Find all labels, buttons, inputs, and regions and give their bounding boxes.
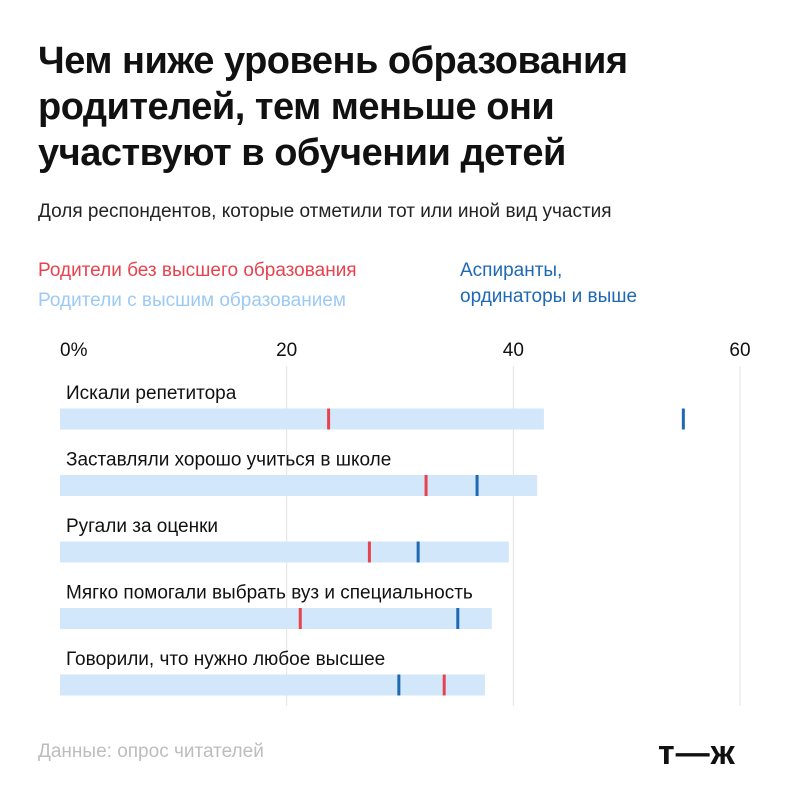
legend-no-higher: Родители без высшего образования [38, 260, 357, 281]
marker-postgrad [475, 475, 479, 496]
marker-no-higher [367, 541, 371, 563]
marker-postgrad [681, 408, 685, 430]
x-tick-label-60: 60 [729, 340, 750, 361]
chart-subtitle: Доля респондентов, которые отметили тот … [38, 201, 612, 222]
brand-logo: т—ж [658, 734, 736, 772]
source-note: Данные: опрос читателей [38, 741, 264, 762]
category-label: Искали репетитора [66, 383, 237, 404]
legend-postgrad-line-2: ординаторы и выше [460, 286, 638, 307]
legend-higher: Родители с высшим образованием [38, 290, 346, 311]
x-tick-label-40: 40 [503, 340, 524, 361]
legend-postgrad: Аспиранты, ординаторы и выше [460, 258, 637, 310]
x-tick-label-0: 0% [60, 340, 88, 361]
marker-no-higher [424, 475, 428, 496]
marker-postgrad [456, 608, 460, 629]
bar-higher [60, 408, 544, 430]
bar-higher [60, 475, 538, 496]
category-label: Ругали за оценки [66, 516, 218, 537]
bar-higher [60, 541, 509, 563]
x-tick-label-20: 20 [276, 340, 297, 361]
title-line-3: участвуют в обучении детей [38, 132, 566, 174]
marker-no-higher [327, 408, 331, 430]
legend-postgrad-line-1: Аспиранты, [460, 260, 563, 281]
marker-postgrad [416, 541, 420, 563]
marker-no-higher [442, 674, 446, 696]
chart-title: Чем ниже уровень образования родителей, … [38, 38, 778, 176]
bar-higher [60, 608, 492, 629]
category-label: Говорили, что нужно любое высшее [66, 649, 385, 670]
title-line-2: родителей, тем меньше они [38, 86, 555, 128]
marker-postgrad [397, 674, 401, 696]
category-label: Мягко помогали выбрать вуз и специальнос… [66, 583, 473, 604]
marker-no-higher [298, 608, 302, 629]
title-line-1: Чем ниже уровень образования [38, 40, 628, 82]
category-label: Заставляли хорошо учиться в школе [66, 450, 391, 471]
bar-higher [60, 674, 485, 696]
